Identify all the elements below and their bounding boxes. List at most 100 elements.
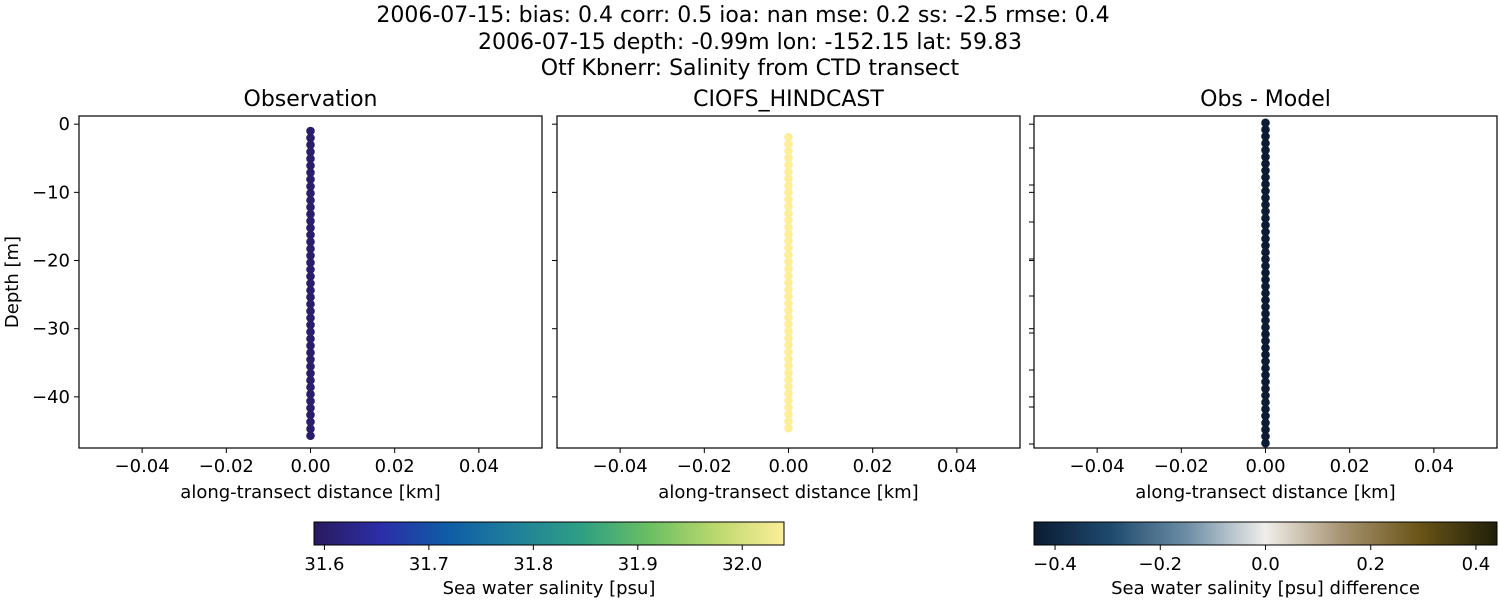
data-point xyxy=(306,334,315,344)
y-tick-label: −20 xyxy=(32,251,70,272)
data-point xyxy=(1261,166,1270,175)
data-point xyxy=(306,403,315,413)
data-point xyxy=(784,299,793,308)
colorbar-tick-label: 31.7 xyxy=(409,554,449,575)
data-point xyxy=(784,382,793,391)
data-point xyxy=(784,271,793,281)
data-point xyxy=(784,264,793,274)
data-point xyxy=(306,147,315,157)
data-point xyxy=(784,410,793,419)
title-line-1: 2006-07-15: bias: 0.4 corr: 0.5 ioa: nan… xyxy=(376,3,1109,28)
title-line-3: Otf Kbnerr: Salinity from CTD transect xyxy=(541,56,960,81)
data-point xyxy=(784,160,793,170)
panel-3: Obs - Model −0.04 −0.02 0.00 0.02 0.04 along-t… xyxy=(1029,87,1498,503)
data-point xyxy=(306,230,315,240)
data-point xyxy=(306,265,315,274)
colorbar-label: Sea water salinity [psu] difference xyxy=(1111,578,1420,599)
x-axis-label: along-transect distance [km] xyxy=(658,482,918,503)
x-axis-label: along-transect distance [km] xyxy=(1135,482,1395,503)
data-point xyxy=(784,389,793,398)
colorbar-tick-label: 0.4 xyxy=(1462,554,1491,575)
data-point xyxy=(1261,200,1270,209)
data-point xyxy=(1261,227,1270,237)
data-point xyxy=(306,410,315,420)
data-point xyxy=(1261,343,1270,353)
colorbar-tick-label: 0.2 xyxy=(1356,554,1385,575)
data-point xyxy=(784,361,793,371)
data-point xyxy=(1261,295,1270,305)
data-point xyxy=(1261,370,1270,380)
data-point xyxy=(306,161,315,170)
data-point xyxy=(784,195,793,204)
panel-title: Obs - Model xyxy=(1200,87,1331,112)
data-point xyxy=(784,278,793,287)
data-point xyxy=(306,292,315,302)
data-point xyxy=(784,285,793,294)
y-axis-label: Depth [m] xyxy=(2,236,23,328)
x-tick-label: 0.02 xyxy=(1330,456,1370,477)
data-point xyxy=(1261,132,1270,141)
panels: Observation 0 −10 −20 −30 −40 −0.04 −0.02 0.00 0.… xyxy=(32,87,1498,503)
colorbar-tick-label: 32.0 xyxy=(722,554,762,575)
data-point xyxy=(306,382,315,392)
colorbar-2: −0.4 −0.2 0.0 0.2 0.4 Sea water salinity [psu… xyxy=(1033,521,1498,599)
data-point xyxy=(1261,377,1270,387)
x-tick-label: 0.00 xyxy=(768,456,808,477)
data-point xyxy=(1261,316,1270,325)
x-tick-label: −0.04 xyxy=(593,456,648,477)
data-point xyxy=(784,132,793,142)
data-point xyxy=(784,236,793,246)
data-point xyxy=(1261,159,1270,169)
data-point xyxy=(1261,282,1270,291)
data-point xyxy=(784,139,793,149)
data-point xyxy=(1261,323,1270,332)
data-point xyxy=(1261,411,1270,421)
data-point xyxy=(1261,248,1270,257)
data-point xyxy=(306,126,315,136)
data-point xyxy=(784,333,793,343)
y-tick-label: −40 xyxy=(32,387,70,408)
data-point xyxy=(306,154,315,164)
data-point xyxy=(784,306,793,315)
data-point xyxy=(784,202,793,211)
data-point xyxy=(306,389,315,399)
data-point xyxy=(784,167,793,177)
data-point xyxy=(306,369,315,378)
panel-title: CIOFS_HINDCAST xyxy=(693,87,884,112)
data-point xyxy=(784,222,793,232)
colorbar-tick-label: 31.6 xyxy=(304,554,344,575)
data-point xyxy=(306,237,315,247)
data-point xyxy=(784,403,793,412)
data-point xyxy=(306,306,315,316)
x-tick-label: −0.02 xyxy=(199,456,254,477)
data-point xyxy=(1261,404,1270,414)
x-tick-label: −0.02 xyxy=(1154,456,1209,477)
data-point xyxy=(306,195,315,205)
data-point xyxy=(306,209,315,219)
x-tick-label: −0.04 xyxy=(115,456,170,477)
title-line-2: 2006-07-15 depth: -0.99m lon: -152.15 la… xyxy=(478,30,1022,55)
data-point xyxy=(306,258,315,267)
data-point xyxy=(306,327,315,337)
x-tick-label: 0.00 xyxy=(1245,456,1285,477)
data-point xyxy=(306,348,315,357)
data-point xyxy=(784,181,793,190)
data-point xyxy=(1261,261,1270,271)
x-tick-label: 0.04 xyxy=(459,456,499,477)
data-point xyxy=(306,279,315,288)
data-point xyxy=(1261,193,1270,203)
data-point xyxy=(306,417,315,427)
data-point xyxy=(306,320,315,330)
data-point xyxy=(306,313,315,323)
data-point xyxy=(784,257,793,267)
data-point xyxy=(784,209,793,218)
data-point xyxy=(306,431,315,441)
data-point xyxy=(306,168,315,177)
x-tick-label: 0.00 xyxy=(290,456,330,477)
x-tick-label: −0.02 xyxy=(677,456,732,477)
data-point xyxy=(306,216,315,226)
data-point xyxy=(1261,118,1270,128)
data-point xyxy=(1261,254,1270,264)
data-point xyxy=(1261,213,1270,223)
data-point xyxy=(1261,138,1270,148)
